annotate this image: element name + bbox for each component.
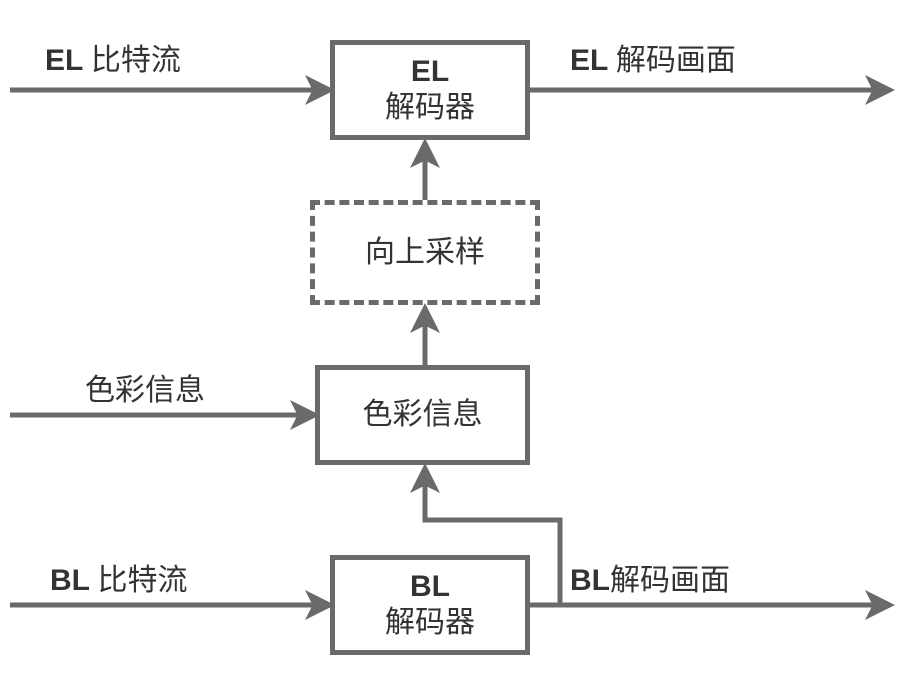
bl-decoder-line2: 解码器 (385, 605, 475, 641)
el-decoder-line1: EL (411, 54, 449, 90)
upsample-box: 向上采样 (310, 200, 540, 305)
bl-decoded-label: BL解码画面 (570, 555, 730, 599)
el-decoded-label: EL 解码画面 (570, 35, 736, 79)
bl-bitstream-label: BL 比特流 (50, 555, 188, 599)
color-in-label: 色彩信息 (85, 365, 205, 409)
el-decoder-line2: 解码器 (385, 90, 475, 126)
upsample-line1: 向上采样 (365, 235, 485, 271)
bl-decoder-line1: BL (410, 569, 450, 605)
color-info-line1: 色彩信息 (363, 397, 483, 433)
color-info-box: 色彩信息 (315, 365, 530, 465)
el-decoder-box: EL 解码器 (330, 40, 530, 140)
bl-decoder-box: BL 解码器 (330, 555, 530, 655)
el-bitstream-label: EL 比特流 (45, 35, 181, 79)
